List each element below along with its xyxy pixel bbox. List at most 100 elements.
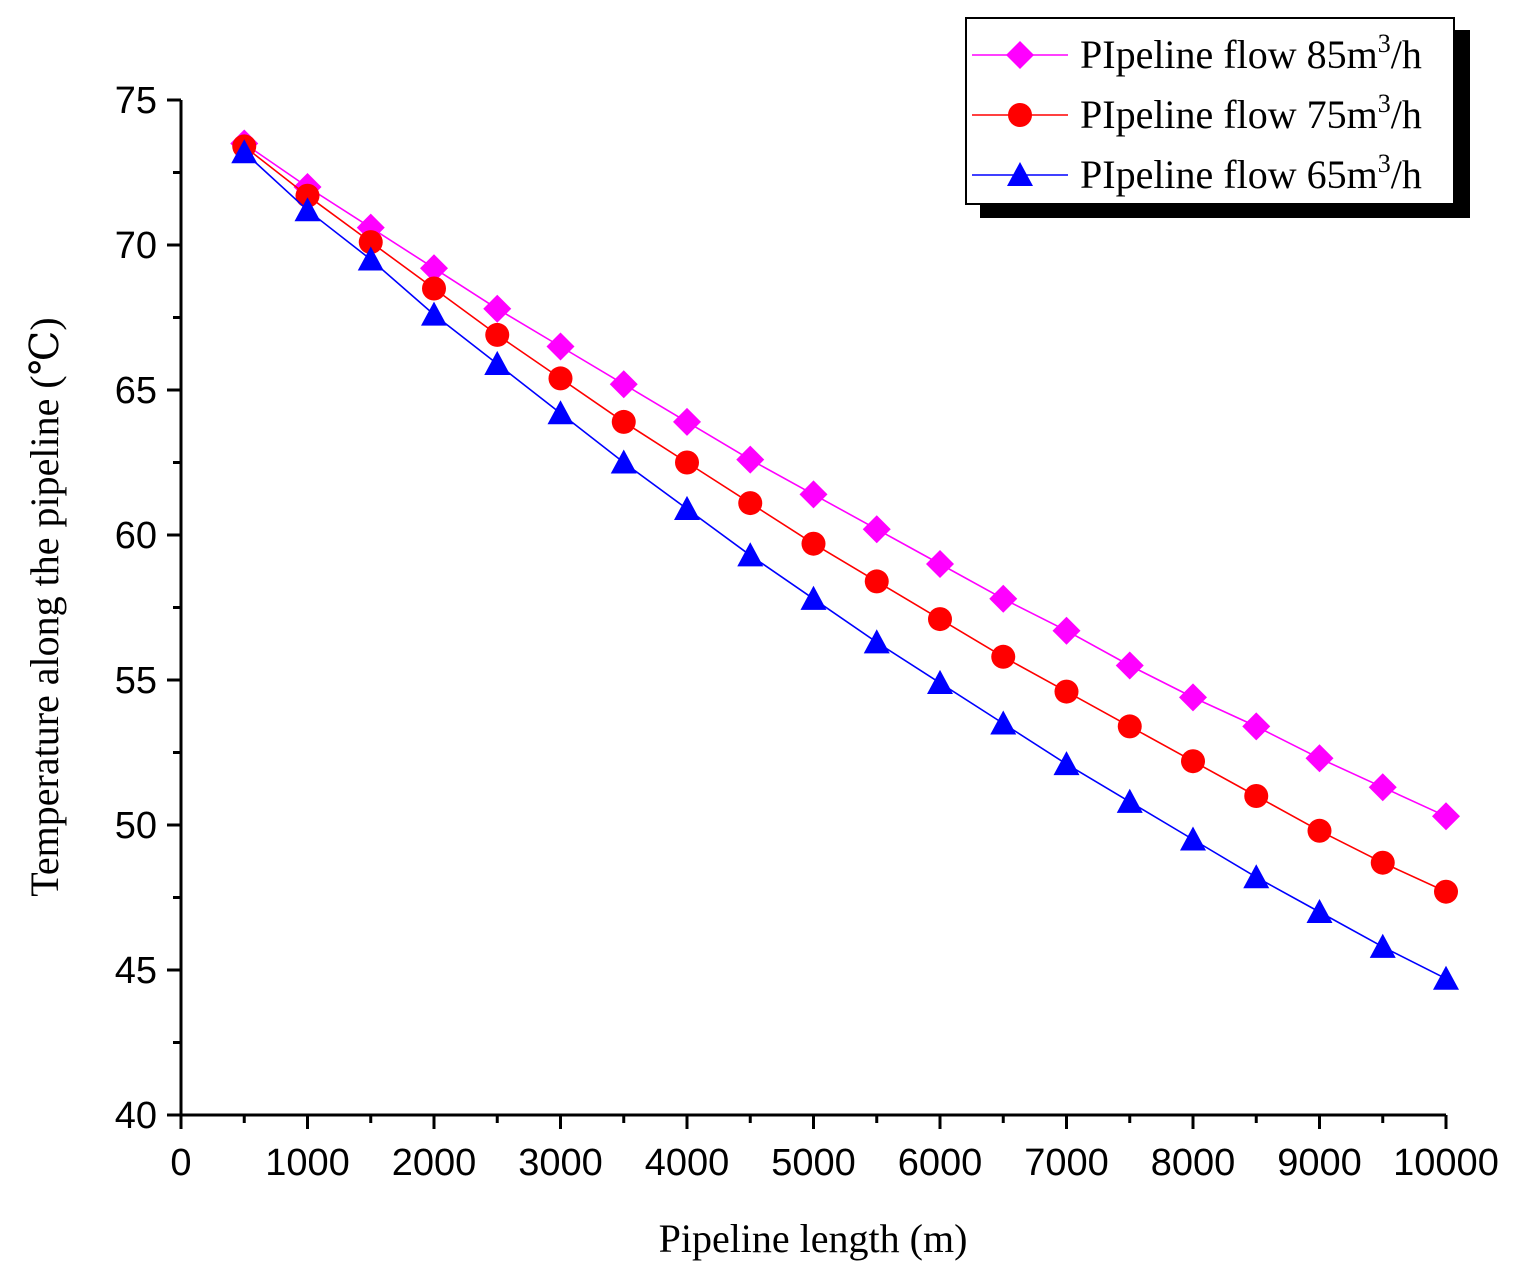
y-tick-label: 65 [115, 370, 157, 412]
data-point-triangle [1433, 965, 1459, 990]
data-point-triangle [674, 495, 700, 520]
legend-label-unit: /h [1391, 152, 1422, 197]
legend-box [965, 17, 1455, 205]
data-point-circle [864, 569, 889, 594]
y-tick-label: 75 [115, 80, 157, 122]
data-point-triangle [1053, 751, 1080, 776]
x-tick-label: 2000 [392, 1142, 477, 1184]
data-point-triangle [610, 449, 637, 474]
x-tick-label: 7000 [1024, 1142, 1109, 1184]
legend-label-main: PIpeline flow 75m [1080, 92, 1378, 137]
data-point-triangle [231, 139, 258, 164]
legend-label-unit: /h [1391, 32, 1422, 77]
data-point-triangle [547, 400, 574, 425]
data-point-diamond [483, 294, 512, 323]
y-tick-label: 55 [115, 660, 157, 702]
data-point-triangle [863, 629, 890, 654]
series-circle [232, 134, 1458, 904]
data-point-circle [422, 276, 446, 301]
data-point-diamond [1305, 744, 1334, 773]
data-point-diamond [609, 370, 638, 399]
series-line [243, 145, 1447, 893]
data-point-diamond [1368, 773, 1397, 802]
series-layer [230, 129, 1460, 990]
y-ticks: 40 45 50 55 60 65 70 75 [115, 80, 181, 1137]
legend-marker-diamond [1006, 41, 1034, 69]
data-point-triangle [357, 246, 384, 271]
data-point-triangle [421, 301, 447, 326]
y-tick-label: 60 [115, 515, 157, 557]
data-point-circle [548, 366, 573, 391]
legend-item: PIpeline flow 65m3/h [972, 149, 1422, 197]
x-tick-label: 3000 [518, 1142, 603, 1184]
data-point-circle [1054, 679, 1079, 704]
data-point-diamond [799, 480, 828, 509]
y-axis-title: Temperature along the pipeline (℃) [22, 317, 67, 897]
x-tick-label: 1000 [265, 1142, 350, 1184]
data-point-diamond [420, 254, 448, 283]
data-point-circle [1370, 850, 1395, 875]
data-point-diamond [736, 445, 765, 474]
y-tick-label: 45 [115, 950, 157, 992]
data-point-circle [675, 450, 699, 475]
series-line [243, 151, 1447, 980]
data-point-triangle [294, 197, 321, 222]
legend-marker-circle [1008, 103, 1032, 127]
legend-label-superscript: 3 [1378, 149, 1391, 178]
legend-label: PIpeline flow 75m3/h [1080, 89, 1422, 137]
data-point-circle [1181, 749, 1205, 774]
data-point-triangle [1180, 826, 1206, 851]
data-point-triangle [1306, 899, 1333, 924]
data-point-circle [611, 409, 636, 434]
x-tick-label: 10000 [1393, 1142, 1499, 1184]
data-point-triangle [1116, 788, 1143, 813]
legend-label-unit: /h [1391, 92, 1422, 137]
data-point-diamond [1432, 802, 1460, 831]
x-tick-label: 9000 [1277, 1142, 1362, 1184]
data-point-diamond [926, 550, 954, 578]
series-line [243, 142, 1447, 818]
legend-label: PIpeline flow 85m3/h [1080, 29, 1422, 77]
x-tick-label: 5000 [771, 1142, 856, 1184]
x-tick-label: 8000 [1151, 1142, 1236, 1184]
x-tick-label: 0 [170, 1142, 191, 1184]
data-point-circle [1117, 714, 1142, 739]
data-point-circle [1244, 784, 1269, 808]
data-point-diamond [1115, 651, 1144, 680]
y-tick-label: 50 [115, 805, 157, 847]
data-point-diamond [1052, 616, 1081, 645]
data-point-triangle [1369, 933, 1396, 958]
data-point-circle [485, 322, 510, 347]
data-point-diamond [1242, 712, 1271, 741]
data-point-circle [738, 491, 763, 516]
data-point-diamond [862, 515, 891, 544]
data-point-diamond [673, 407, 701, 436]
data-point-triangle [990, 710, 1017, 735]
y-tick-label: 70 [115, 225, 157, 267]
data-point-diamond [546, 332, 575, 361]
y-tick-label: 40 [115, 1095, 157, 1137]
legend-marker-triangle [1007, 162, 1033, 187]
legend-label-main: PIpeline flow 85m [1080, 32, 1378, 77]
x-tick-label: 6000 [898, 1142, 983, 1184]
legend-item: PIpeline flow 75m3/h [972, 89, 1422, 137]
x-ticks: 0 1000 2000 3000 4000 5000 6000 7000 8000 9000 100… [170, 1115, 1499, 1184]
legend-label-superscript: 3 [1378, 29, 1391, 58]
data-point-triangle [737, 542, 764, 567]
legend-label-main: PIpeline flow 65m [1080, 152, 1378, 197]
data-point-triangle [800, 585, 827, 610]
data-point-circle [928, 607, 952, 632]
data-point-circle [295, 183, 320, 208]
data-point-triangle [484, 350, 511, 375]
data-point-triangle [1243, 864, 1270, 889]
series-triangle [231, 139, 1459, 990]
legend-label-superscript: 3 [1378, 89, 1391, 118]
data-point-circle [1307, 818, 1332, 843]
data-point-diamond [989, 584, 1018, 613]
data-point-diamond [1179, 683, 1207, 712]
x-axis-title: Pipeline length (m) [659, 1216, 968, 1261]
data-point-circle [1434, 879, 1458, 904]
